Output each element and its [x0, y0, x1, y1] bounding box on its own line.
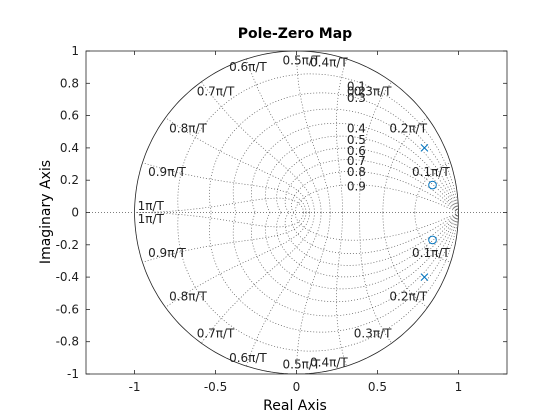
zero-marker	[428, 180, 437, 190]
y-tick-label: -0.2	[56, 238, 79, 252]
y-tick-label: 0.2	[60, 173, 79, 187]
damping-label: 0.6	[347, 144, 366, 158]
damping-curve	[276, 147, 459, 213]
damping-label: 0.2	[347, 84, 366, 98]
x-tick-label: 1	[455, 380, 463, 394]
x-axis-label: Real Axis	[263, 398, 327, 414]
frequency-curve	[134, 212, 304, 228]
x-tick-label: 0	[293, 380, 301, 394]
frequency-label-upper: 0.4π/T	[310, 55, 348, 69]
frequency-label-lower: 0.9π/T	[148, 246, 186, 260]
frequency-curve	[359, 212, 392, 344]
frequency-label-lower: 0.2π/T	[389, 289, 427, 303]
y-tick-label: -0.8	[56, 335, 79, 349]
frequency-curve	[359, 81, 392, 213]
x-tick-label: 0.5	[368, 380, 387, 394]
frequency-curve	[296, 51, 331, 213]
frequency-curve	[165, 212, 310, 308]
frequency-label-upper: 0.5π/T	[283, 54, 321, 68]
frequency-curve	[165, 117, 310, 213]
y-tick-label: 0.6	[60, 109, 79, 123]
frequency-label-upper: 0.2π/T	[389, 122, 427, 136]
y-tick-label: 0	[71, 206, 79, 220]
damping-curve	[209, 92, 459, 213]
frequency-label-lower: 0.7π/T	[197, 327, 235, 341]
damping-label: 0.3	[347, 91, 366, 105]
frequency-curve	[296, 212, 331, 374]
damping-curve	[232, 212, 459, 317]
frequency-label-lower: 0.1π/T	[412, 246, 450, 260]
frequency-label-lower: 0.4π/T	[310, 356, 348, 370]
damping-curve	[209, 212, 459, 333]
damping-curve	[232, 108, 459, 213]
frequency-label-lower: 0.5π/T	[283, 357, 321, 371]
y-tick-label: 0.8	[60, 76, 79, 90]
axes: -1 -0.5 0 0.5 1 1 0.8 0.6 0.4 0.2 0 -0.2 -0.4 -0.6 -0.…	[56, 44, 508, 394]
frequency-label-lower: 0.3π/T	[354, 327, 392, 341]
x-tick-label: -1	[129, 380, 141, 394]
damping-curve	[265, 135, 459, 213]
y-tick-label: 0.4	[60, 141, 79, 155]
pole-stroke	[420, 273, 429, 281]
frequency-curve	[201, 81, 315, 213]
frequency-curve	[382, 117, 428, 213]
damping-curve	[265, 212, 459, 290]
frequency-label-lower: 1π/T	[138, 212, 165, 226]
damping-curve	[295, 184, 459, 213]
frequency-curve	[134, 197, 304, 213]
frequency-curve	[201, 212, 315, 344]
damping-curve	[284, 159, 459, 213]
frequency-curve	[414, 162, 451, 213]
frequency-curve	[414, 212, 451, 263]
damping-curve	[291, 212, 459, 254]
y-tick-label: -1	[67, 367, 79, 381]
damping-label: 0.4	[347, 122, 366, 136]
y-tick-label: -0.6	[56, 302, 79, 316]
frequency-label-upper: 0.7π/T	[197, 84, 235, 98]
frequency-label-upper: 0.1π/T	[412, 165, 450, 179]
damping-label: 0.5	[347, 133, 366, 147]
damping-label: 0.7	[347, 154, 366, 168]
damping-curve	[276, 212, 459, 278]
x-tick-label: -0.5	[204, 380, 227, 394]
frequency-curve	[382, 212, 428, 308]
damping-curve	[284, 212, 459, 266]
frequency-label-upper: 1π/T	[138, 199, 165, 213]
frequency-curve	[336, 58, 347, 213]
zero-marker	[428, 235, 437, 245]
y-tick-label: 1	[71, 44, 79, 58]
frequency-label-upper: 0.9π/T	[148, 165, 186, 179]
pole-zero-markers	[420, 144, 437, 281]
y-tick-label: -0.4	[56, 270, 79, 284]
frequency-curve	[246, 58, 322, 213]
damping-label: 0.8	[347, 165, 366, 179]
frequency-label-upper: 0.3π/T	[354, 84, 392, 98]
frequency-curve	[246, 212, 322, 367]
frequency-label-upper: 0.8π/T	[169, 122, 207, 136]
y-axis-label: Imaginary Axis	[38, 160, 54, 264]
damping-curve	[295, 212, 459, 241]
damping-curve	[291, 171, 459, 213]
grid-labels: 0.10.20.3 0.40.50.60.70.80.9 0.1π/T 0.2π/T 0…	[138, 54, 451, 372]
zgrid	[86, 51, 507, 374]
pole-stroke	[420, 144, 429, 152]
damping-label: 0.1	[347, 80, 366, 94]
chart-title: Pole-Zero Map	[238, 26, 352, 42]
frequency-label-lower: 0.6π/T	[229, 351, 267, 365]
pole-marker	[420, 144, 429, 152]
pole-marker	[420, 273, 429, 281]
frequency-label-upper: 0.6π/T	[229, 60, 267, 74]
frequency-curve	[336, 212, 347, 367]
damping-label: 0.9	[347, 180, 366, 194]
frequency-label-lower: 0.8π/T	[169, 289, 207, 303]
